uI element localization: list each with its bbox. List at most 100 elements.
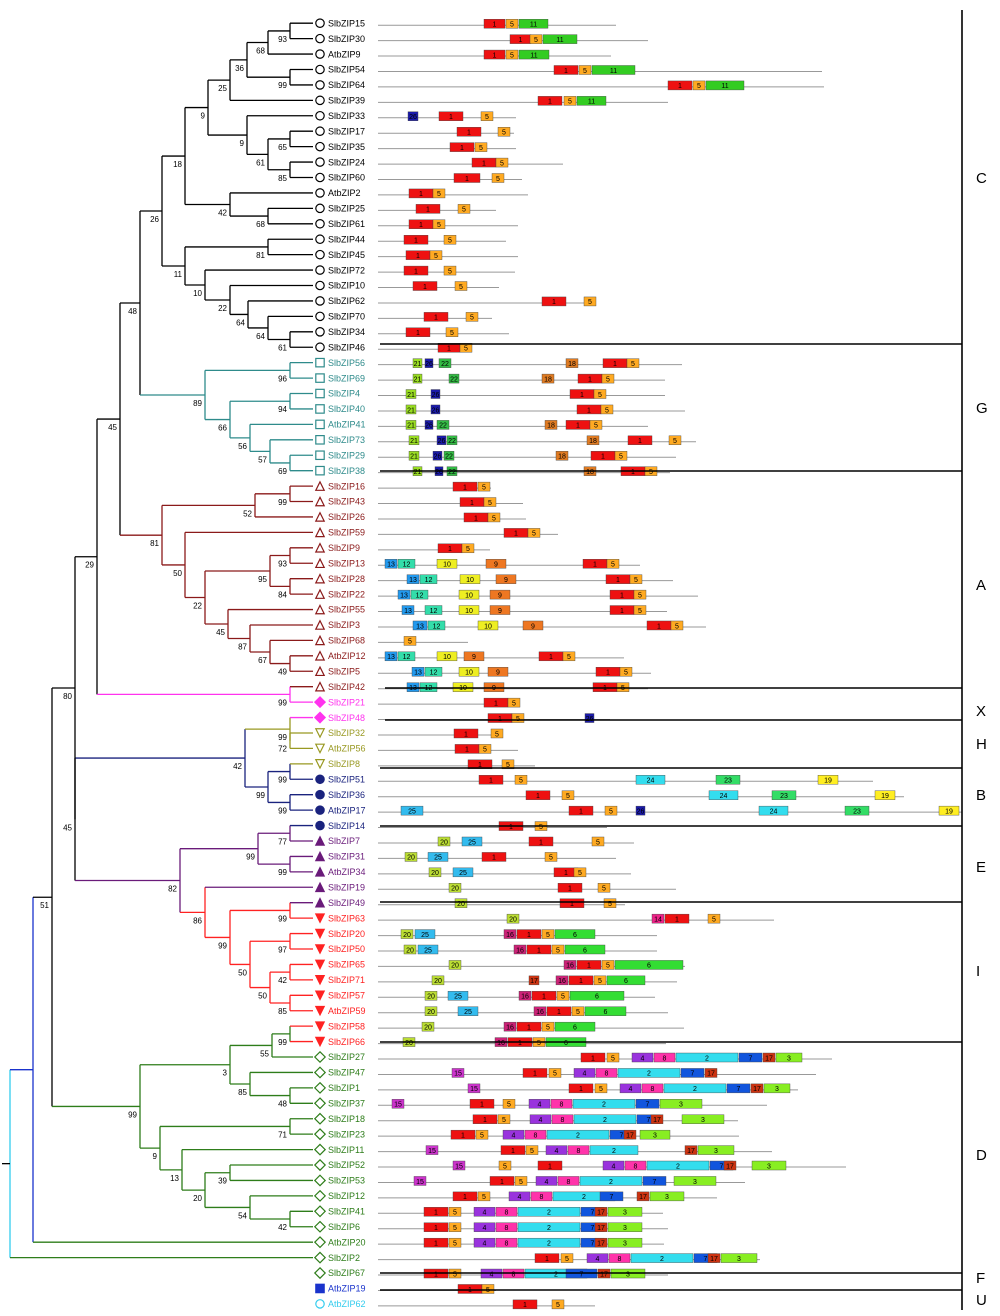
motif-number: 10 bbox=[443, 654, 451, 661]
motif-box bbox=[938, 805, 960, 816]
motif-number: 1 bbox=[548, 1163, 552, 1170]
motif-box bbox=[465, 312, 479, 322]
motif-box bbox=[614, 451, 628, 461]
motif-number: 6 bbox=[604, 1009, 608, 1016]
motif-number: 7 bbox=[653, 1179, 657, 1186]
bootstrap-value: 54 bbox=[238, 1211, 247, 1220]
motif-box bbox=[419, 682, 438, 692]
bootstrap-value: 22 bbox=[218, 304, 227, 313]
motif-number: 4 bbox=[555, 1148, 559, 1155]
taxon-label: SlbZIP11 bbox=[328, 1145, 364, 1155]
motif-number: 1 bbox=[568, 886, 572, 893]
taxon-label: SlbZIP65 bbox=[328, 960, 365, 970]
motif-box bbox=[487, 512, 501, 523]
motif-box bbox=[436, 559, 458, 569]
taxon-label: SlbZIP36 bbox=[328, 790, 365, 800]
motif-number: 13 bbox=[387, 562, 395, 569]
motif-number: 13 bbox=[400, 592, 408, 599]
motif-number: 13 bbox=[387, 654, 395, 661]
motif-box bbox=[817, 775, 839, 785]
motif-box bbox=[438, 111, 464, 121]
motif-number: 1 bbox=[579, 978, 583, 985]
motif-number: 1 bbox=[542, 994, 546, 1001]
motif-number: 1 bbox=[536, 793, 540, 800]
bootstrap-value: 97 bbox=[278, 945, 287, 954]
motif-number: 1 bbox=[514, 531, 518, 538]
motif-number: 2 bbox=[602, 1102, 606, 1109]
motif-number: 24 bbox=[720, 793, 728, 800]
motif-number: 12 bbox=[403, 654, 411, 661]
motif-number: 18 bbox=[589, 438, 597, 445]
motif-number: 1 bbox=[464, 731, 468, 738]
motif-number: 1 bbox=[657, 623, 661, 630]
motif-box bbox=[436, 651, 458, 662]
bootstrap-value: 61 bbox=[278, 344, 287, 353]
bootstrap-value: 99 bbox=[278, 868, 287, 877]
motif-box bbox=[400, 805, 424, 816]
motif-box bbox=[750, 1083, 764, 1094]
motif-number: 21 bbox=[407, 392, 415, 399]
motif-box bbox=[529, 1114, 552, 1124]
motif-number: 21 bbox=[410, 454, 418, 461]
taxon-marker-icon bbox=[315, 1299, 325, 1309]
motif-box bbox=[467, 759, 493, 770]
motif-number: 5 bbox=[450, 330, 454, 337]
motif-box bbox=[708, 790, 739, 800]
motif-number: 17 bbox=[765, 1055, 773, 1062]
motif-box bbox=[528, 1099, 551, 1109]
motif-box bbox=[568, 805, 594, 816]
motif-number: 25 bbox=[459, 870, 467, 877]
motif-number: 1 bbox=[483, 1117, 487, 1124]
motif-box bbox=[606, 1052, 620, 1063]
bootstrap-value: 69 bbox=[278, 467, 287, 476]
motif-number: 25 bbox=[468, 839, 476, 846]
motif-number: 1 bbox=[570, 901, 574, 908]
motif-box bbox=[518, 991, 532, 1001]
taxon-marker-icon bbox=[314, 603, 326, 615]
motif-box bbox=[627, 435, 653, 446]
group-label: A bbox=[976, 577, 986, 594]
motif-number: 3 bbox=[737, 1256, 741, 1263]
motif-box bbox=[604, 805, 618, 816]
motif-number: 26 bbox=[434, 454, 442, 461]
bootstrap-value: 72 bbox=[278, 745, 287, 754]
motif-box bbox=[513, 944, 527, 955]
motif-box bbox=[408, 435, 420, 446]
taxon-label: SlbZIP55 bbox=[328, 605, 365, 615]
motif-box bbox=[529, 34, 543, 44]
taxon-label: SlbZIP26 bbox=[328, 512, 365, 522]
motif-box bbox=[430, 389, 441, 399]
motif-box bbox=[424, 420, 434, 430]
motif-box bbox=[436, 435, 447, 446]
motif-number: 1 bbox=[620, 592, 624, 599]
motif-box bbox=[463, 651, 485, 662]
motif-number: 1 bbox=[423, 284, 427, 291]
motif-number: 2 bbox=[612, 1148, 616, 1155]
motif-number: 5 bbox=[649, 469, 653, 476]
motif-number: 5 bbox=[638, 608, 642, 615]
bootstrap-value: 45 bbox=[216, 628, 225, 637]
bootstrap-value: 81 bbox=[150, 539, 159, 548]
motif-number: 3 bbox=[626, 1271, 630, 1278]
bootstrap-value: 51 bbox=[40, 901, 49, 910]
taxon-label: SlbZIP27 bbox=[328, 1052, 365, 1062]
taxon-marker-icon bbox=[315, 326, 325, 337]
taxon-label: SlbZIP19 bbox=[328, 882, 365, 892]
motif-number: 5 bbox=[576, 1009, 580, 1016]
motif-box bbox=[599, 1191, 624, 1202]
motif-box bbox=[443, 265, 457, 276]
motif-number: 1 bbox=[434, 1225, 438, 1232]
motif-box bbox=[458, 605, 480, 615]
taxon-marker-icon bbox=[314, 881, 326, 893]
motif-box bbox=[384, 651, 398, 662]
motif-box bbox=[446, 435, 458, 446]
taxon-marker-icon bbox=[315, 49, 325, 59]
motif-box bbox=[511, 713, 525, 723]
motif-box bbox=[483, 682, 505, 692]
motif-box bbox=[477, 481, 491, 492]
bootstrap-value: 99 bbox=[278, 698, 287, 707]
motif-number: 25 bbox=[421, 932, 429, 939]
taxon-marker-icon bbox=[315, 820, 325, 831]
motif-number: 17 bbox=[726, 1163, 734, 1170]
bootstrap-value: 45 bbox=[63, 823, 72, 832]
